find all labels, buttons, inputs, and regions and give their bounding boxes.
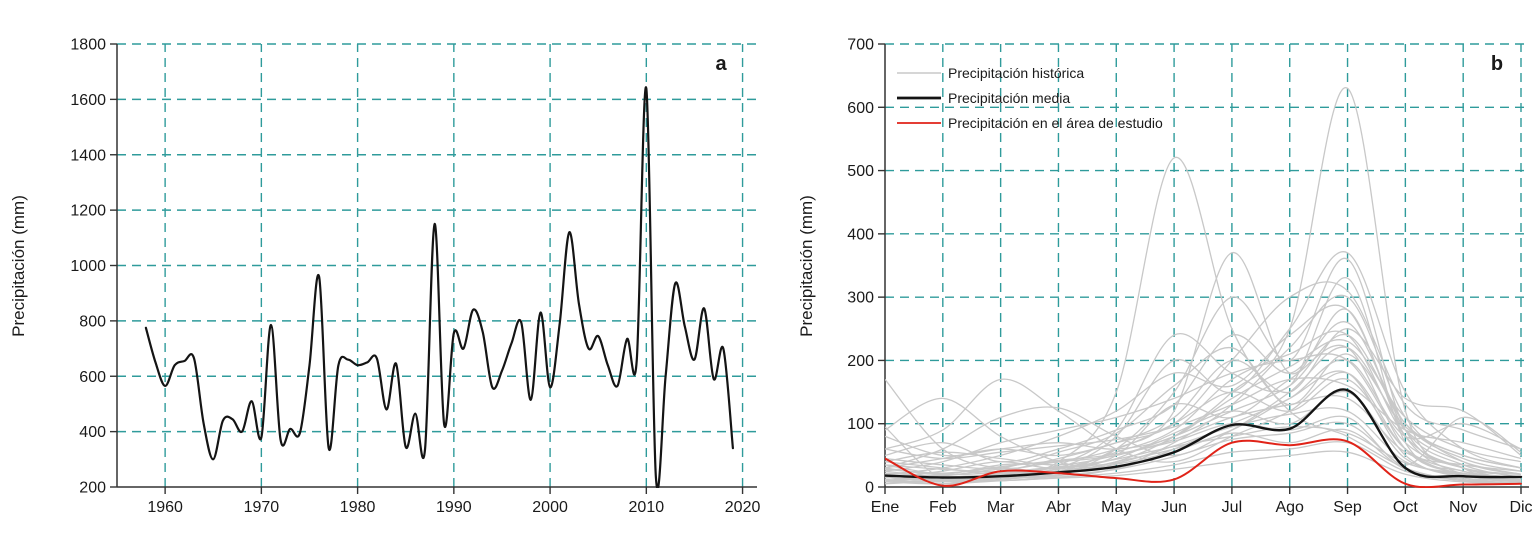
panel-b-gridlines bbox=[885, 43, 1529, 487]
historical-year-line bbox=[885, 378, 1522, 479]
annual-precipitation-line bbox=[144, 86, 734, 488]
historical-year-line bbox=[885, 353, 1522, 475]
panel-b-month-label: Nov bbox=[1449, 499, 1477, 516]
media-line bbox=[885, 388, 1523, 479]
panel-b-tick-labels: Ene Feb Mar Abr May Jun Jul Ago Sep Oct Nov Dic 0 100… bbox=[847, 37, 1532, 517]
panel-b-ticks bbox=[878, 43, 1522, 494]
historical-year-line bbox=[885, 394, 1522, 472]
panel-b-month-label: Sep bbox=[1333, 499, 1362, 516]
panel-a-y-tick-label: 600 bbox=[79, 369, 106, 386]
panel-a-x-tick-label: 2010 bbox=[629, 499, 665, 516]
panel-b-y-tick-label: 700 bbox=[847, 37, 874, 54]
panel-a-y-tick-label: 1400 bbox=[70, 147, 106, 164]
panel-b-month-label: Ene bbox=[871, 499, 900, 516]
panel-b-y-tick-label: 600 bbox=[847, 100, 874, 117]
historical-year-line bbox=[885, 450, 1522, 485]
panel-a-y-tick-label: 400 bbox=[79, 424, 106, 441]
panel-a-x-tick-label: 1960 bbox=[147, 499, 183, 516]
panel-b-plot: Ene Feb Mar Abr May Jun Jul Ago Sep Oct Nov Dic 0 100… bbox=[847, 37, 1532, 517]
panel-a-y-tick-label: 800 bbox=[79, 313, 106, 330]
panel-a-x-tick-label: 2020 bbox=[725, 499, 761, 516]
panel-b-month-label: Mar bbox=[987, 499, 1015, 516]
panel-b-y-tick-label: 200 bbox=[847, 353, 874, 370]
panel-b-y-tick-label: 300 bbox=[847, 290, 874, 307]
panel-b-y-tick-label: 500 bbox=[847, 163, 874, 180]
panel-a-x-tick-label: 1990 bbox=[436, 499, 472, 516]
panel-a-y-tick-label: 1200 bbox=[70, 203, 106, 220]
panel-b-axes bbox=[884, 44, 1529, 488]
panel-a-x-tick-label: 2000 bbox=[532, 499, 568, 516]
panel-b-month-label: May bbox=[1101, 499, 1131, 516]
panel-b-month-label: Oct bbox=[1393, 499, 1418, 516]
panel-a-y-axis-title: Precipitación (mm) bbox=[9, 195, 28, 337]
estudio-line bbox=[885, 438, 1522, 488]
historical-year-line bbox=[885, 347, 1522, 470]
panel-b-legend: Precipitación histórica Precipitación me… bbox=[897, 65, 1163, 131]
panel-a-ticks bbox=[110, 43, 744, 494]
historical-year-line bbox=[885, 339, 1522, 463]
legend-label-historica: Precipitación histórica bbox=[948, 65, 1084, 81]
legend-label-media: Precipitación media bbox=[948, 90, 1070, 106]
legend-label-estudio: Precipitación en el área de estudio bbox=[948, 115, 1163, 131]
panel-a-y-tick-label: 1800 bbox=[70, 37, 106, 54]
panel-a-y-tick-label: 1600 bbox=[70, 92, 106, 109]
panel-b-y-tick-label: 100 bbox=[847, 416, 874, 433]
panel-b-y-tick-label: 0 bbox=[865, 480, 874, 497]
panel-b-month-label: Dic bbox=[1509, 499, 1532, 516]
panel-b-label: b bbox=[1491, 53, 1503, 75]
panel-a-x-tick-label: 1970 bbox=[244, 499, 280, 516]
panel-b-y-axis-title: Precipitación (mm) bbox=[797, 195, 816, 337]
panel-a-plot: 1960 1970 1980 1990 2000 2010 2020 200 400 600 800… bbox=[70, 37, 760, 517]
historical-year-line bbox=[885, 277, 1522, 482]
panel-a-tick-labels: 1960 1970 1980 1990 2000 2010 2020 200 400 600 800… bbox=[70, 37, 760, 517]
panel-b-y-tick-label: 400 bbox=[847, 226, 874, 243]
panel-b-month-label: Abr bbox=[1046, 499, 1072, 516]
panel-b-month-label: Feb bbox=[929, 499, 957, 516]
historical-year-line bbox=[885, 330, 1522, 482]
historical-year-line bbox=[885, 377, 1522, 460]
panel-a-y-tick-label: 1000 bbox=[70, 258, 106, 275]
panel-a-x-tick-label: 1980 bbox=[340, 499, 376, 516]
panel-b-month-label: Ago bbox=[1275, 499, 1304, 516]
historical-lines bbox=[885, 87, 1522, 485]
panel-a-label: a bbox=[715, 53, 727, 75]
panel-a-y-tick-label: 200 bbox=[79, 480, 106, 497]
historical-year-line bbox=[885, 426, 1522, 484]
panel-b-month-label: Jun bbox=[1161, 499, 1187, 516]
historical-year-line bbox=[885, 415, 1522, 474]
panel-b-month-label: Jul bbox=[1222, 499, 1242, 516]
panel-a-gridlines bbox=[117, 43, 757, 487]
